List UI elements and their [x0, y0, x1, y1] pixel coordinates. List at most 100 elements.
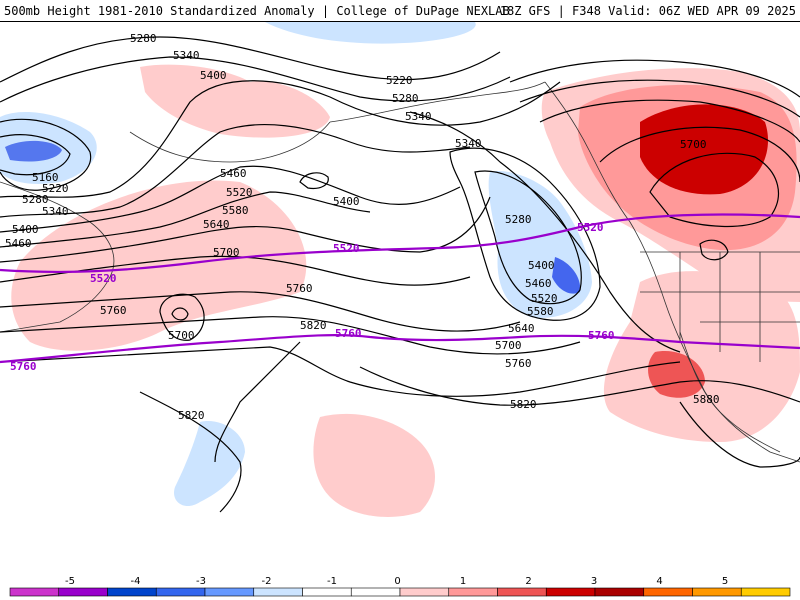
contour-line	[299, 172, 329, 190]
state-borders	[640, 251, 800, 362]
contour-5520-label: 5520	[333, 242, 360, 255]
highlight-contours	[0, 213, 800, 364]
contour-label: 5520	[531, 292, 558, 305]
contour-label: 5760	[505, 357, 532, 370]
contour-labels: 5280 5340 5400 5220 5280 5340 5160 5220 …	[5, 32, 720, 422]
contour-line	[449, 147, 601, 321]
contour-label: 5580	[527, 305, 554, 318]
contour-line	[679, 401, 800, 468]
colorbar-segment	[58, 587, 108, 597]
contour-label: 5340	[42, 205, 69, 218]
contour-label: 5580	[222, 204, 249, 217]
contour-label: 5280	[22, 193, 49, 206]
map-header: 500mb Height 1981-2010 Standardized Anom…	[0, 0, 800, 22]
colorbar-tick-label: 2	[525, 576, 531, 587]
contour-label: 5640	[508, 322, 535, 335]
contour-line	[599, 126, 800, 183]
positive-anomaly-area	[603, 271, 800, 442]
colorbar-tick-label: 4	[656, 576, 662, 587]
contour-line	[509, 59, 800, 98]
colorbar-segment	[399, 587, 450, 597]
contour-label: 5340	[173, 49, 200, 62]
positive-anomaly-area	[313, 413, 435, 517]
contour-label: 5760	[100, 304, 127, 317]
baja-coastline	[679, 331, 781, 453]
contour-label: 5400	[528, 259, 555, 272]
contour-line	[0, 118, 92, 191]
colorbar-segment	[692, 587, 742, 597]
contour-label: 5340	[455, 137, 482, 150]
contour-5760-label: 5760	[335, 327, 362, 340]
contour-line	[539, 99, 800, 143]
alaska-coastline	[329, 81, 546, 123]
contour-line	[699, 239, 729, 261]
strong-positive-anomaly-area	[640, 104, 768, 195]
contour-line	[359, 366, 800, 406]
contour-label: 5820	[300, 319, 327, 332]
strong-negative-anomaly-area	[552, 257, 581, 294]
negative-anomaly-area	[174, 421, 245, 507]
contour-label: 5640	[203, 218, 230, 231]
contour-5760-label: 5760	[588, 329, 615, 342]
contour-label: 5280	[130, 32, 157, 45]
contour-label: 5700	[680, 138, 707, 151]
colorbar-segment	[643, 587, 693, 597]
contour-label: 5400	[12, 223, 39, 236]
contour-label: 5520	[226, 186, 253, 199]
contour-label: 5160	[32, 171, 59, 184]
contour-5520-label: 5520	[90, 272, 117, 285]
contour-line	[0, 80, 561, 198]
contour-line	[214, 341, 301, 463]
colorbar-tick-label: -2	[262, 576, 272, 587]
colorbar-segment	[594, 587, 645, 597]
contour-5760-line	[0, 334, 800, 364]
anomaly-map: 5280 5340 5400 5220 5280 5340 5160 5220 …	[0, 22, 800, 517]
colorbar-segment	[155, 587, 206, 597]
contour-label: 5400	[333, 195, 360, 208]
strong-negative-anomaly-area	[5, 140, 62, 162]
coastlines	[0, 81, 800, 463]
colorbar-segment	[204, 587, 255, 597]
colorbar-tick-label: 5	[722, 576, 728, 587]
contour-line	[474, 170, 582, 305]
colorbar-tick-label: -5	[65, 576, 75, 587]
contour-label: 5280	[392, 92, 419, 105]
contour-label: 5400	[200, 69, 227, 82]
colorbar-segment	[253, 587, 303, 597]
colorbar-segment	[740, 587, 791, 597]
contour-line	[409, 111, 681, 353]
contour-line	[0, 134, 71, 176]
aleutian-coastline	[129, 121, 331, 163]
contour-line	[0, 255, 471, 286]
colorbar-tick-label: -4	[131, 576, 141, 587]
contour-label: 5220	[386, 74, 413, 87]
colorbar-tick-label: 0	[394, 576, 400, 587]
contour-line	[519, 79, 800, 118]
negative-anomaly-area	[265, 22, 476, 44]
contour-5760-label: 5760	[10, 360, 37, 373]
colorbar-tick-label: -3	[196, 576, 206, 587]
contour-label: 5820	[510, 398, 537, 411]
contour-label: 5460	[525, 277, 552, 290]
anomaly-colorbar: -5 -4 -3 -2 -1 0 1 2 3 4 5	[9, 576, 791, 597]
contour-line	[0, 316, 581, 355]
contour-label: 5460	[5, 237, 32, 250]
map-title: 500mb Height 1981-2010 Standardized Anom…	[4, 4, 510, 18]
contour-label: 5460	[220, 167, 247, 180]
contour-line	[0, 165, 461, 233]
colorbar-segment	[302, 587, 352, 597]
contour-label: 5220	[42, 182, 69, 195]
colorbar-tick-label: -1	[327, 576, 337, 587]
contour-label: 5700	[168, 329, 195, 342]
contour-label: 5880	[693, 393, 720, 406]
contour-label: 5340	[405, 110, 432, 123]
contour-line	[0, 36, 501, 83]
model-run-info: 18Z GFS | F348 Valid: 06Z WED APR 09 202…	[499, 4, 796, 18]
contour-line	[139, 391, 242, 513]
contour-label: 5700	[495, 339, 522, 352]
contour-line	[0, 56, 511, 103]
anomaly-shading	[0, 22, 800, 517]
colorbar-segment	[545, 587, 596, 597]
colorbar-tick-label: 3	[591, 576, 597, 587]
contour-5520-line	[0, 213, 800, 274]
